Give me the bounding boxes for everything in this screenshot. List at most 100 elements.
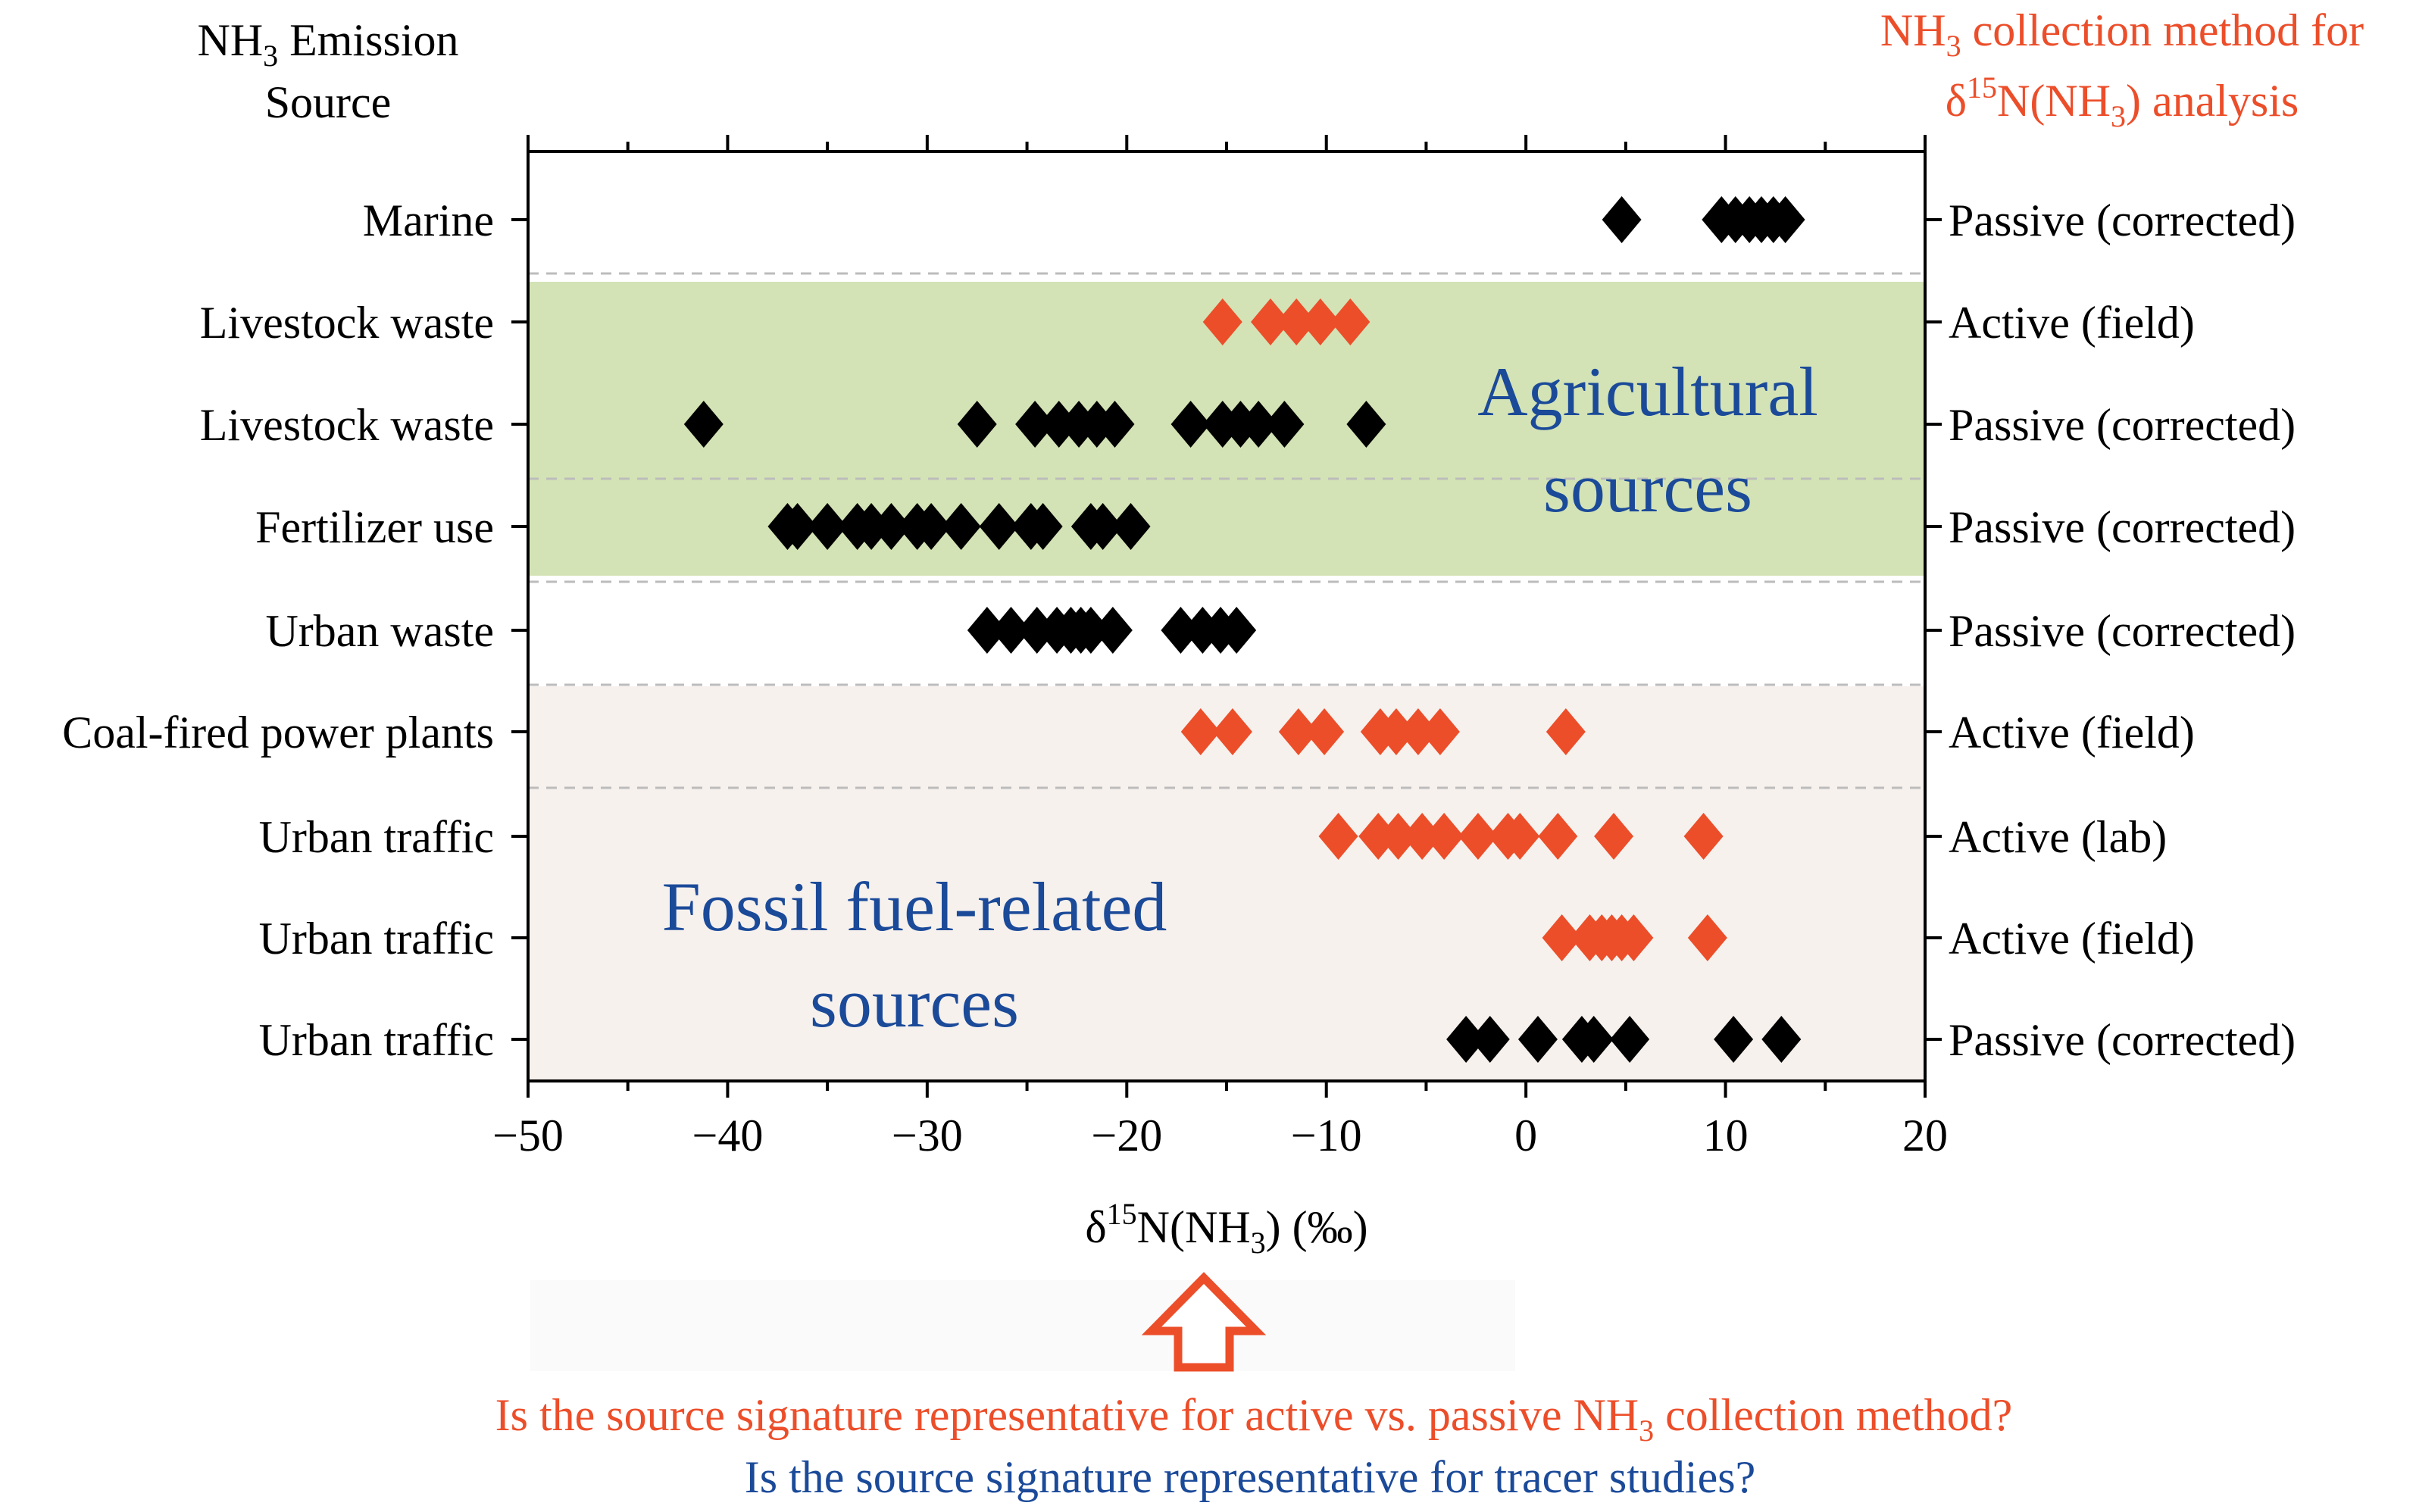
x-tick-label-10: 10 xyxy=(1703,1111,1749,1161)
marker-row2-point6 xyxy=(1095,401,1135,448)
marker-row1-point2 xyxy=(1277,298,1317,345)
marker-row1-point3 xyxy=(1300,298,1340,345)
marker-row4-point7 xyxy=(1092,607,1133,654)
marker-row8-point7 xyxy=(1761,1016,1802,1063)
marker-row5-point7 xyxy=(1420,708,1460,755)
marker-row5-point8 xyxy=(1546,708,1586,755)
marker-row3-point2 xyxy=(808,503,848,550)
marker-row2-point7 xyxy=(1170,401,1211,448)
marker-row6-point0 xyxy=(1318,813,1358,860)
marker-row3-point14 xyxy=(1111,503,1151,550)
agricultural-label-line1: Agricultural xyxy=(1477,353,1818,430)
marker-row4-point2 xyxy=(1017,607,1057,654)
marker-row6-point9 xyxy=(1594,813,1634,860)
x-axis-ticks: −50 −40 −30 −20 −10 0 10 20 xyxy=(492,135,1948,1161)
row-source-label-6: Urban traffic xyxy=(259,812,494,862)
row-source-label-8: Urban traffic xyxy=(259,1015,494,1065)
left-axis-title-line1: NH3 Emission xyxy=(197,15,458,73)
x-tick-label--10: −10 xyxy=(1291,1111,1362,1161)
marker-row8-point4 xyxy=(1574,1016,1614,1063)
marker-row5-point6 xyxy=(1398,708,1438,755)
up-arrow-outline-icon xyxy=(1141,1272,1267,1372)
marker-row6-point1 xyxy=(1358,813,1399,860)
marker-row8-point6 xyxy=(1714,1016,1754,1063)
row-dividers xyxy=(528,272,1925,789)
marker-row5-point5 xyxy=(1376,708,1416,755)
marker-row7-point5 xyxy=(1614,914,1654,961)
x-tick-label--50: −50 xyxy=(492,1111,564,1161)
row-method-label-0: Passive (corrected) xyxy=(1949,195,2296,245)
marker-row3-point5 xyxy=(871,503,911,550)
marker-row4-point11 xyxy=(1217,607,1257,654)
row-labels: Marine Passive (corrected) Livestock waste… xyxy=(62,195,2296,1065)
marker-row1-point0 xyxy=(1202,298,1242,345)
marker-row8-point0 xyxy=(1446,1016,1486,1063)
row-method-label-2: Passive (corrected) xyxy=(1949,400,2296,450)
x-tick-label--20: −20 xyxy=(1091,1111,1162,1161)
marker-row3-point8 xyxy=(941,503,981,550)
row-source-label-4: Urban waste xyxy=(265,606,494,656)
marker-row7-point6 xyxy=(1687,914,1727,961)
marker-row5-point0 xyxy=(1180,708,1221,755)
marker-row6-point3 xyxy=(1402,813,1442,860)
row-source-label-5: Coal-fired power plants xyxy=(62,708,494,758)
row-method-label-4: Passive (corrected) xyxy=(1949,606,2296,656)
marker-row5-point3 xyxy=(1305,708,1345,755)
marker-row6-point8 xyxy=(1538,813,1578,860)
marker-row3-point7 xyxy=(911,503,952,550)
row-source-label-2: Livestock waste xyxy=(200,400,494,450)
marker-row4-point0 xyxy=(967,607,1007,654)
marker-row5-point2 xyxy=(1278,708,1318,755)
marker-row6-point5 xyxy=(1458,813,1498,860)
row-method-label-8: Passive (corrected) xyxy=(1949,1015,2296,1065)
data-markers xyxy=(683,196,1805,1063)
row-source-label-3: Fertilizer use xyxy=(255,502,494,552)
marker-row2-point10 xyxy=(1239,401,1279,448)
x-tick-label-20: 20 xyxy=(1902,1111,1948,1161)
marker-row0-point6 xyxy=(1765,196,1805,243)
marker-row2-point2 xyxy=(1015,401,1055,448)
x-axis-label: δ15N(NH3) (‰) xyxy=(1085,1197,1367,1260)
marker-row6-point4 xyxy=(1424,813,1464,860)
row-source-label-7: Urban traffic xyxy=(259,914,494,964)
fossil-band xyxy=(528,686,1925,1081)
marker-row1-point1 xyxy=(1250,298,1290,345)
right-axis-title-line1: NH3 collection method for xyxy=(1880,5,2364,63)
row-method-label-7: Active (field) xyxy=(1949,914,2195,964)
marker-row8-point5 xyxy=(1610,1016,1650,1063)
marker-row3-point11 xyxy=(1023,503,1063,550)
marker-row2-point1 xyxy=(957,401,997,448)
row-method-label-6: Active (lab) xyxy=(1949,812,2167,862)
marker-row5-point1 xyxy=(1212,708,1252,755)
marker-row6-point2 xyxy=(1378,813,1418,860)
marker-row8-point1 xyxy=(1470,1016,1510,1063)
marker-row8-point2 xyxy=(1517,1016,1558,1063)
bottom-panel xyxy=(530,1280,1515,1371)
marker-row6-point7 xyxy=(1500,813,1540,860)
marker-row7-point0 xyxy=(1542,914,1582,961)
row-method-label-5: Active (field) xyxy=(1949,708,2195,758)
left-axis-title-line2: Source xyxy=(265,77,392,127)
marker-row4-point8 xyxy=(1161,607,1201,654)
right-axis-title-line2: δ15N(NH3) analysis xyxy=(1946,70,2299,133)
marker-row2-point12 xyxy=(1346,401,1386,448)
fossil-label-line2: sources xyxy=(810,964,1019,1042)
row-source-label-1: Livestock waste xyxy=(200,298,494,348)
agricultural-label-line2: sources xyxy=(1543,449,1752,526)
fossil-label-line1: Fossil fuel-related xyxy=(662,868,1167,945)
marker-row3-point1 xyxy=(777,503,817,550)
marker-row3-point4 xyxy=(852,503,892,550)
marker-row0-point0 xyxy=(1602,196,1642,243)
x-tick-label--40: −40 xyxy=(692,1111,764,1161)
marker-row1-point4 xyxy=(1330,298,1371,345)
row-method-label-3: Passive (corrected) xyxy=(1949,502,2296,552)
row-method-label-1: Active (field) xyxy=(1949,298,2195,348)
marker-row4-point6 xyxy=(1070,607,1111,654)
marker-row4-point1 xyxy=(991,607,1031,654)
marker-row2-point0 xyxy=(683,401,724,448)
x-tick-label--30: −30 xyxy=(892,1111,963,1161)
question-active-passive: Is the source signature representative f… xyxy=(495,1390,2013,1448)
x-tick-label-0: 0 xyxy=(1514,1111,1537,1161)
question-tracer-studies: Is the source signature representative f… xyxy=(745,1452,1755,1502)
